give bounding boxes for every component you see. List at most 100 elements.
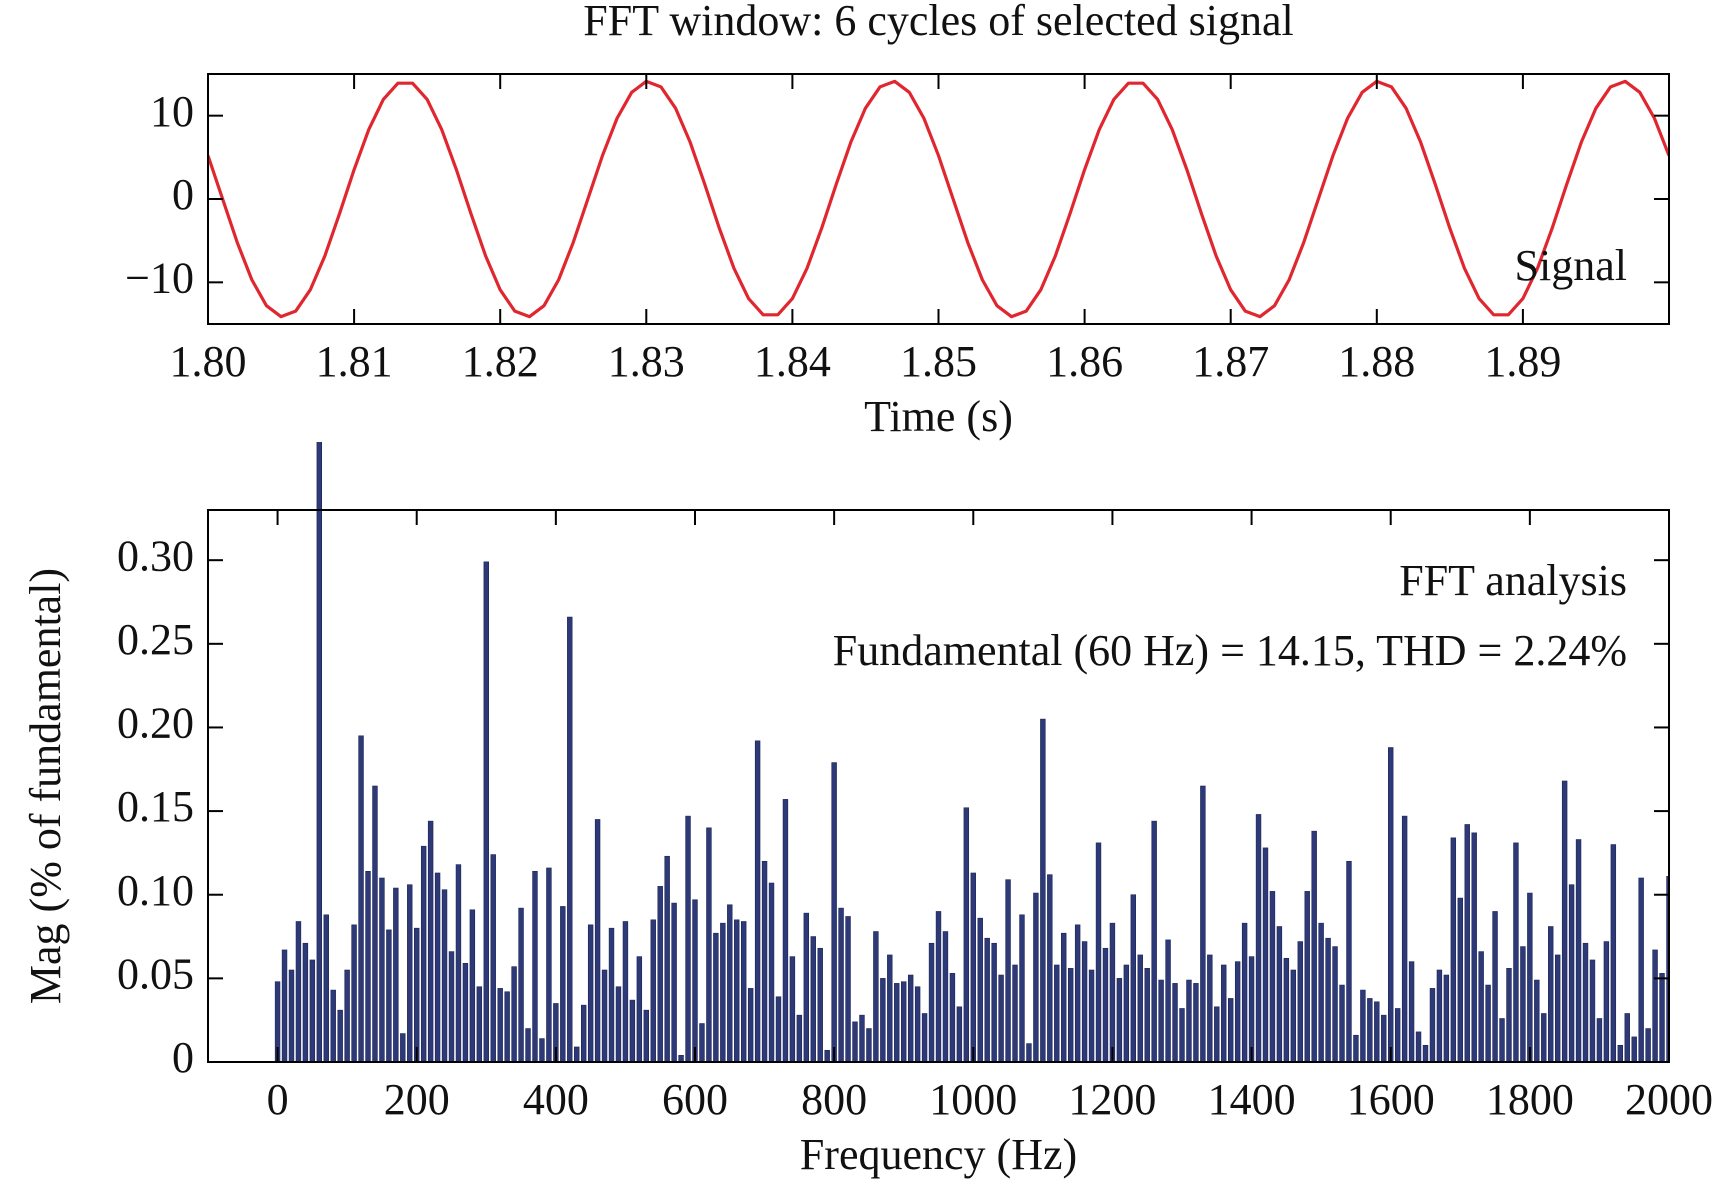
bar bbox=[1290, 969, 1297, 1062]
bar bbox=[420, 845, 427, 1062]
bar bbox=[1228, 998, 1234, 1062]
x-tick-label: 1.86 bbox=[1046, 337, 1123, 386]
bar bbox=[525, 1028, 531, 1062]
bar bbox=[1081, 941, 1088, 1062]
bar bbox=[1325, 937, 1331, 1062]
y-tick-label: 0.15 bbox=[117, 782, 194, 831]
y-tick-label: 0 bbox=[172, 1033, 194, 1082]
x-axis-label: Frequency (Hz) bbox=[800, 1130, 1077, 1179]
bar bbox=[518, 907, 524, 1062]
bar bbox=[1067, 968, 1074, 1062]
bar bbox=[859, 1014, 865, 1062]
bar bbox=[998, 974, 1004, 1062]
bar bbox=[706, 827, 712, 1062]
x-tick-label: 1.83 bbox=[608, 337, 685, 386]
bar bbox=[1582, 942, 1589, 1062]
bar bbox=[344, 969, 350, 1062]
bar bbox=[678, 1055, 684, 1062]
bar bbox=[1360, 989, 1366, 1062]
bar bbox=[330, 989, 336, 1062]
bar bbox=[1311, 830, 1317, 1062]
bar bbox=[1221, 964, 1227, 1062]
bar bbox=[1165, 939, 1171, 1062]
bar bbox=[1541, 1013, 1547, 1062]
x-tick-label: 1800 bbox=[1486, 1075, 1574, 1124]
bar bbox=[594, 819, 601, 1062]
signal-line bbox=[208, 79, 1669, 319]
bar bbox=[1401, 815, 1408, 1062]
bar bbox=[845, 916, 851, 1062]
bar bbox=[1137, 954, 1143, 1062]
y-tick-label: 0 bbox=[172, 170, 194, 219]
bar bbox=[1012, 964, 1018, 1062]
bar bbox=[1339, 984, 1345, 1062]
bar bbox=[1102, 947, 1109, 1062]
bar bbox=[1603, 941, 1610, 1062]
bar bbox=[393, 887, 399, 1062]
bar bbox=[1367, 998, 1373, 1062]
bar bbox=[1158, 979, 1164, 1062]
bar bbox=[1172, 983, 1178, 1062]
bar bbox=[1019, 914, 1025, 1062]
bar bbox=[1457, 897, 1463, 1062]
x-tick-label: 0 bbox=[267, 1075, 289, 1124]
chart-title: FFT window: 6 cycles of selected signal bbox=[583, 0, 1293, 45]
bar bbox=[866, 1028, 872, 1062]
x-tick-label: 1.80 bbox=[170, 337, 247, 386]
bar bbox=[483, 561, 489, 1062]
bar bbox=[1297, 941, 1303, 1062]
bar bbox=[1485, 984, 1491, 1062]
bar bbox=[1471, 832, 1477, 1062]
x-tick-label: 400 bbox=[523, 1075, 589, 1124]
x-tick-label: 1.88 bbox=[1338, 337, 1415, 386]
bar bbox=[504, 991, 510, 1062]
bar bbox=[295, 921, 302, 1062]
bar bbox=[560, 906, 566, 1062]
x-tick-label: 200 bbox=[384, 1075, 450, 1124]
bar bbox=[1374, 1001, 1380, 1062]
bar bbox=[650, 919, 656, 1062]
bar bbox=[1130, 894, 1137, 1062]
bar bbox=[984, 937, 990, 1062]
x-axis-label: Time (s) bbox=[864, 392, 1013, 441]
bar bbox=[921, 1013, 928, 1062]
x-tick-label: 600 bbox=[662, 1075, 728, 1124]
bar bbox=[1513, 842, 1519, 1062]
bar bbox=[427, 820, 434, 1062]
x-tick-label: 1200 bbox=[1068, 1075, 1156, 1124]
bar bbox=[1318, 922, 1324, 1062]
bar bbox=[1652, 949, 1658, 1062]
bar bbox=[824, 1049, 830, 1062]
y-tick-label: 0.10 bbox=[117, 866, 194, 915]
bar bbox=[1548, 926, 1554, 1062]
bar bbox=[873, 931, 879, 1062]
plot-area bbox=[274, 442, 1669, 1062]
legend-label: Signal bbox=[1515, 241, 1627, 290]
bar bbox=[1429, 988, 1436, 1062]
x-tick-label: 1400 bbox=[1208, 1075, 1296, 1124]
bar bbox=[1088, 969, 1095, 1062]
bar bbox=[414, 927, 420, 1062]
bar bbox=[615, 986, 622, 1062]
bar bbox=[699, 1023, 705, 1062]
bar bbox=[1527, 892, 1533, 1062]
bar bbox=[1186, 979, 1192, 1062]
bar bbox=[1214, 1006, 1220, 1062]
bar bbox=[358, 735, 364, 1062]
bar bbox=[991, 942, 997, 1062]
bar bbox=[1262, 847, 1269, 1062]
bar bbox=[532, 871, 538, 1062]
x-tick-label: 1.82 bbox=[462, 337, 539, 386]
bar bbox=[831, 762, 837, 1062]
bar bbox=[1123, 964, 1130, 1062]
x-tick-label: 1.85 bbox=[900, 337, 977, 386]
bar bbox=[337, 1009, 343, 1062]
x-tick-label: 1000 bbox=[929, 1075, 1017, 1124]
bar bbox=[622, 921, 629, 1062]
bar bbox=[1061, 932, 1067, 1062]
bar bbox=[365, 871, 371, 1062]
bar bbox=[1408, 961, 1415, 1062]
bar bbox=[1026, 1043, 1032, 1062]
bar bbox=[734, 919, 740, 1062]
